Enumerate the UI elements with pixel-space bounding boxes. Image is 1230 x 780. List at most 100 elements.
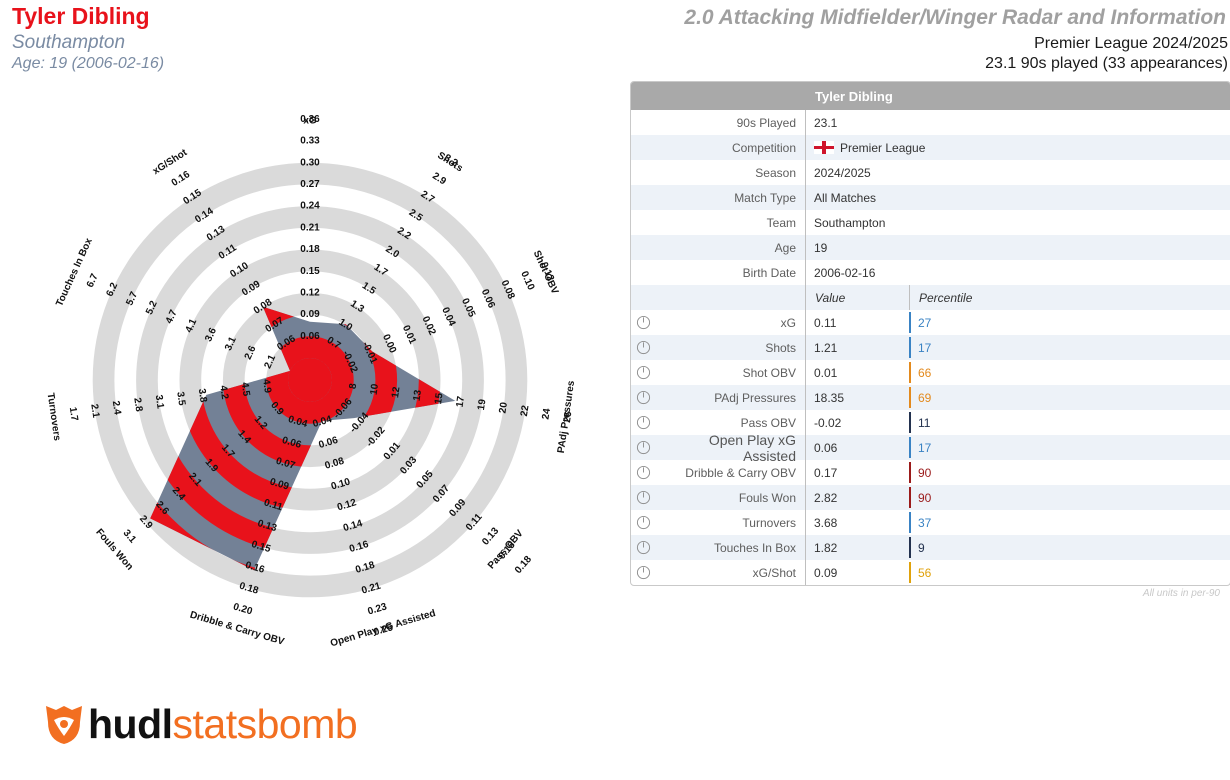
axis-tick-label: 0.23 [366,601,388,617]
axis-tick-label: 5.2 [144,299,160,317]
axis-tick-label: 0.13 [256,518,278,534]
metric-row: Shot OBV 0.01 66 [631,360,1230,385]
metric-label: xG/Shot [752,565,796,580]
metric-dial-icon [631,515,658,530]
metric-label: Shot OBV [742,365,796,380]
minutes-played: 23.1 90s played (33 appearances) [985,55,1228,72]
axis-tick-label: 0.07 [275,456,297,472]
radar-ring [92,162,528,598]
axis-tick-label: 2.1 [262,353,278,371]
metric-value: 1.82 [814,540,838,555]
metric-label: Shots [765,340,796,355]
axis-name-label: Shot OBV [531,249,560,296]
metric-label: Turnovers [742,515,796,530]
team-name: Southampton [12,32,126,53]
axis-tick-label: 0.36 [300,114,320,125]
percentile-bar [909,437,911,458]
axis-tick-label: 2.6 [243,344,259,362]
axis-tick-label: 0.18 [238,581,260,597]
axis-tick-label: 0.10 [330,476,352,492]
polygon-band [266,336,354,424]
info-label: Team [766,215,796,230]
axis-tick-label: 3.8 [196,388,209,404]
league-season: Premier League 2024/2025 [1034,35,1228,52]
units-note: All units in per-90 [1142,588,1220,599]
metric-percentile: 17 [918,440,932,455]
info-row: Team Southampton [631,210,1230,235]
metric-percentile: 27 [918,315,932,330]
percentile-bar [909,387,911,408]
metric-percentile: 37 [918,515,932,530]
axis-tick-label: 0.12 [336,497,358,513]
metric-percentile: 17 [918,340,932,355]
axis-tick-label: 3.5 [174,391,187,407]
axis-name-label: Dribble & Carry OBV [188,610,285,648]
axis-tick-label: 0.30 [300,157,320,168]
metric-value: 3.68 [814,515,838,530]
info-value: 2024/2025 [814,165,871,180]
metric-label: Fouls Won [738,490,796,505]
metric-label: Open Play xG Assisted [708,431,796,464]
player-name: Tyler Dibling [12,3,150,29]
metric-value: 0.17 [814,465,838,480]
axis-tick-label: 0.09 [300,309,320,320]
metric-value: 0.09 [814,565,838,580]
info-label: Birth Date [742,265,796,280]
axis-tick-label: 3.1 [223,335,239,353]
percentile-bar [909,562,911,583]
metric-row: PAdj Pressures 18.35 69 [631,385,1230,410]
axis-tick-label: 4.5 [239,382,252,398]
info-row: Season 2024/2025 [631,160,1230,185]
axis-tick-label: 0.04 [287,414,309,430]
axis-tick-label: 0.11 [263,497,285,513]
axis-tick-label: 17 [455,395,468,408]
axis-name-label: Touches In Box [54,236,95,308]
axis-tick-label: 2.1 [88,403,101,419]
axis-tick-label: 10 [369,383,382,396]
info-label: Age [774,240,796,255]
metric-percentile: 11 [918,415,931,430]
axis-tick-label: 4.1 [184,317,200,335]
axis-name-label: Open Play xG Assisted [329,608,437,649]
axis-tick-label: 0.24 [300,201,320,212]
metric-value: 2.82 [814,490,838,505]
axis-tick-label: 5.7 [124,290,140,308]
metric-value: 0.01 [814,365,838,380]
metric-dial-icon [631,440,658,455]
axis-tick-label: 0.16 [244,560,266,576]
axis-tick-label: 19 [476,398,489,411]
axis-tick-label: 0.04 [311,414,333,430]
percentile-bar [909,487,911,508]
metric-dial-icon [631,390,658,405]
axis-tick-label: 24 [541,407,554,420]
axis-tick-label: 0.25 [373,622,395,638]
age-line: Age: 19 (2006-02-16) [12,55,165,72]
info-value: 23.1 [814,115,838,130]
percentile-bar [909,512,911,533]
axis-tick-label: 0.27 [300,179,320,190]
info-value: Southampton [814,215,886,230]
axis-tick-label: 0.14 [342,518,364,534]
axis-tick-label: 15 [433,392,446,405]
metric-value: 0.06 [814,440,838,455]
axis-tick-label: 0.06 [318,435,340,451]
percentile-bar [909,312,911,333]
metric-value: 0.11 [814,315,837,330]
axis-tick-label: 0.18 [513,554,534,576]
axis-tick-label: 0.21 [300,222,320,233]
axis-tick-label: 3.6 [203,326,219,344]
metric-label: Touches In Box [713,540,796,555]
axis-tick-label: 0.18 [300,244,320,255]
metric-label: xG [780,315,796,330]
metric-value: 1.21 [814,340,838,355]
info-label: Competition [731,140,796,155]
metric-row: Fouls Won 2.82 90 [631,485,1230,510]
metric-percentile: 66 [918,365,932,380]
axis-tick-label: 6.2 [105,281,121,299]
percentile-bar [909,337,911,358]
axis-name-label: PAdj Pressures [556,379,577,453]
metric-label: Dribble & Carry OBV [685,465,796,480]
logo-wordmark: hudlstatsbomb [88,700,358,747]
axis-tick-label: 4.2 [217,385,230,401]
axis-tick-label: 0.16 [170,169,193,189]
